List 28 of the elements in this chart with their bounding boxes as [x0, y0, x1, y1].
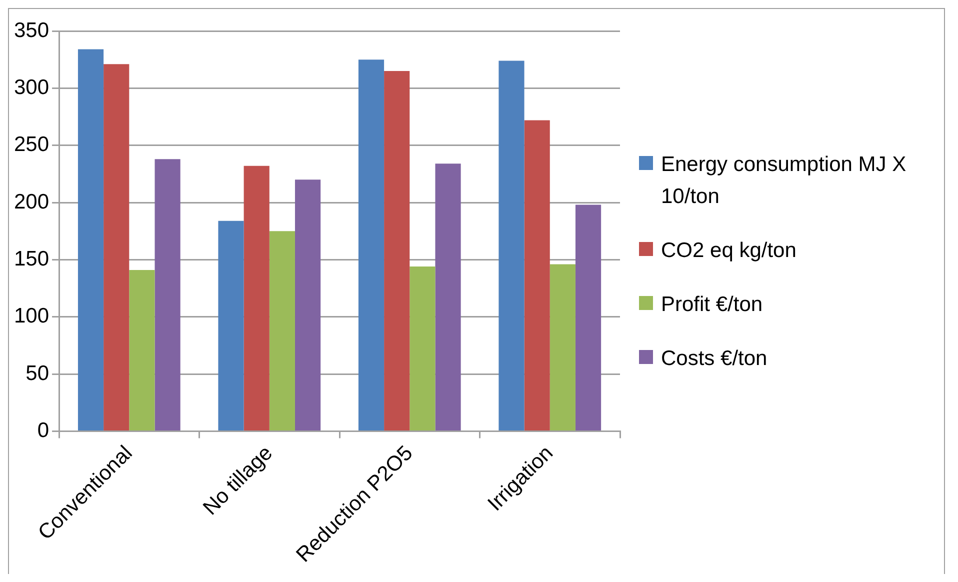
bar — [78, 49, 104, 430]
y-tick-label: 250 — [14, 133, 50, 156]
bar — [244, 166, 270, 430]
bar — [218, 220, 244, 430]
legend-label: Costs €/ton — [661, 346, 768, 372]
bar — [269, 231, 295, 430]
y-tick-label: 0 — [37, 419, 50, 442]
y-tick-label: 200 — [14, 190, 50, 214]
bar — [104, 64, 130, 430]
legend-label: Energy consumption MJ X 10/ton — [661, 152, 908, 210]
bar — [129, 270, 155, 430]
bar — [154, 159, 180, 430]
bar — [550, 264, 576, 430]
y-tick-label: 350 — [14, 18, 50, 42]
bar — [575, 204, 602, 430]
y-tick-label: 150 — [14, 247, 50, 270]
bar — [294, 180, 321, 430]
bar — [498, 60, 524, 430]
legend-label: Profit €/ton — [661, 292, 763, 318]
legend-label: CO2 eq kg/ton — [661, 238, 796, 264]
bar — [410, 266, 436, 430]
bar — [435, 164, 461, 430]
y-tick-label: 100 — [14, 304, 50, 328]
bar — [524, 120, 550, 430]
bar — [358, 60, 384, 430]
y-tick-label: 50 — [26, 362, 50, 385]
bar — [384, 71, 410, 430]
y-tick-label: 300 — [14, 76, 50, 99]
